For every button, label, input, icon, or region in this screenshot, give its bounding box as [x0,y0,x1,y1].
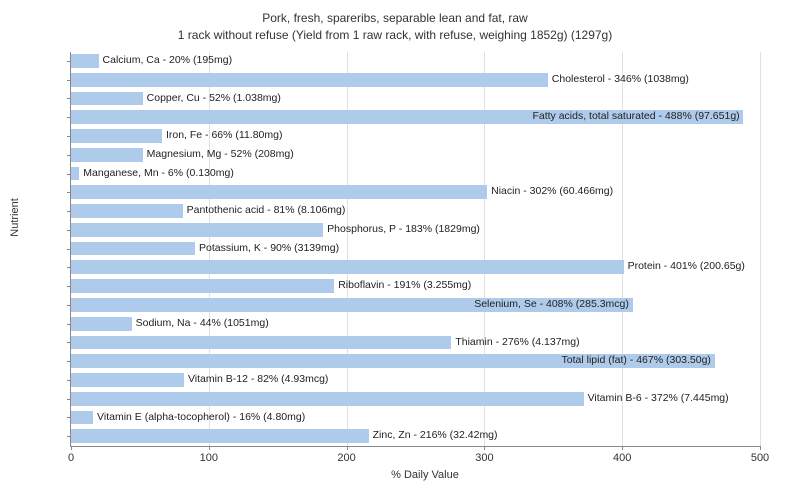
xtick-mark [71,446,72,450]
nutrient-bar [71,260,624,274]
nutrient-bar [71,73,548,87]
xtick-label: 400 [613,452,631,464]
nutrient-bar [71,279,334,293]
nutrient-bar-label: Protein - 401% (200.65g) [624,260,745,274]
y-axis-label: Nutrient [9,198,21,237]
xtick-mark [760,446,761,450]
nutrient-bar [71,373,184,387]
nutrient-bar-label: Niacin - 302% (60.466mg) [487,185,613,199]
nutrient-bar-label: Potassium, K - 90% (3139mg) [195,242,339,256]
nutrient-bar [71,148,143,162]
xtick-mark [347,446,348,450]
nutrient-chart: Pork, fresh, spareribs, separable lean a… [0,0,800,500]
nutrient-bar-label: Phosphorus, P - 183% (1829mg) [323,223,480,237]
xtick-mark [209,446,210,450]
nutrient-bar [71,185,487,199]
nutrient-bar [71,223,323,237]
nutrient-bar-label: Pantothenic acid - 81% (8.106mg) [183,204,346,218]
xtick-mark [622,446,623,450]
nutrient-bar-label: Total lipid (fat) - 467% (303.50g) [558,354,711,368]
chart-title-line2: 1 rack without refuse (Yield from 1 raw … [10,27,780,44]
nutrient-bar [71,129,162,143]
nutrient-bar-label: Fatty acids, total saturated - 488% (97.… [528,110,739,124]
xtick-label: 100 [200,452,218,464]
nutrient-bar-label: Manganese, Mn - 6% (0.130mg) [79,167,234,181]
nutrient-bar-label: Cholesterol - 346% (1038mg) [548,73,689,87]
nutrient-bar-label: Iron, Fe - 66% (11.80mg) [162,129,283,143]
x-axis-label: % Daily Value [70,469,780,481]
nutrient-bar-label: Vitamin E (alpha-tocopherol) - 16% (4.80… [93,411,305,425]
xtick-label: 500 [751,452,769,464]
nutrient-bar-label: Calcium, Ca - 20% (195mg) [99,54,233,68]
nutrient-bar [71,92,143,106]
nutrient-bar-label: Sodium, Na - 44% (1051mg) [132,317,269,331]
nutrient-bar-label: Vitamin B-6 - 372% (7.445mg) [584,392,729,406]
xtick-label: 300 [475,452,493,464]
nutrient-bar [71,204,183,218]
plot-area: 0100200300400500Calcium, Ca - 20% (195mg… [70,52,760,447]
nutrient-bar-label: Magnesium, Mg - 52% (208mg) [143,148,294,162]
xtick-label: 0 [68,452,74,464]
nutrient-bar [71,429,369,443]
nutrient-bar-label: Riboflavin - 191% (3.255mg) [334,279,471,293]
nutrient-bar [71,336,451,350]
xtick-mark [484,446,485,450]
nutrient-bar [71,242,195,256]
xtick-label: 200 [337,452,355,464]
nutrient-bar-label: Thiamin - 276% (4.137mg) [451,336,579,350]
nutrient-bar [71,392,584,406]
nutrient-bar-label: Zinc, Zn - 216% (32.42mg) [369,429,498,443]
nutrient-bar [71,167,79,181]
nutrient-bar-label: Vitamin B-12 - 82% (4.93mcg) [184,373,328,387]
nutrient-bar [71,411,93,425]
chart-title-line1: Pork, fresh, spareribs, separable lean a… [10,10,780,27]
chart-title: Pork, fresh, spareribs, separable lean a… [10,10,780,44]
gridline [760,52,761,446]
nutrient-bar-label: Copper, Cu - 52% (1.038mg) [143,92,281,106]
nutrient-bar [71,54,99,68]
nutrient-bar [71,317,132,331]
nutrient-bar-label: Selenium, Se - 408% (285.3mcg) [470,298,629,312]
